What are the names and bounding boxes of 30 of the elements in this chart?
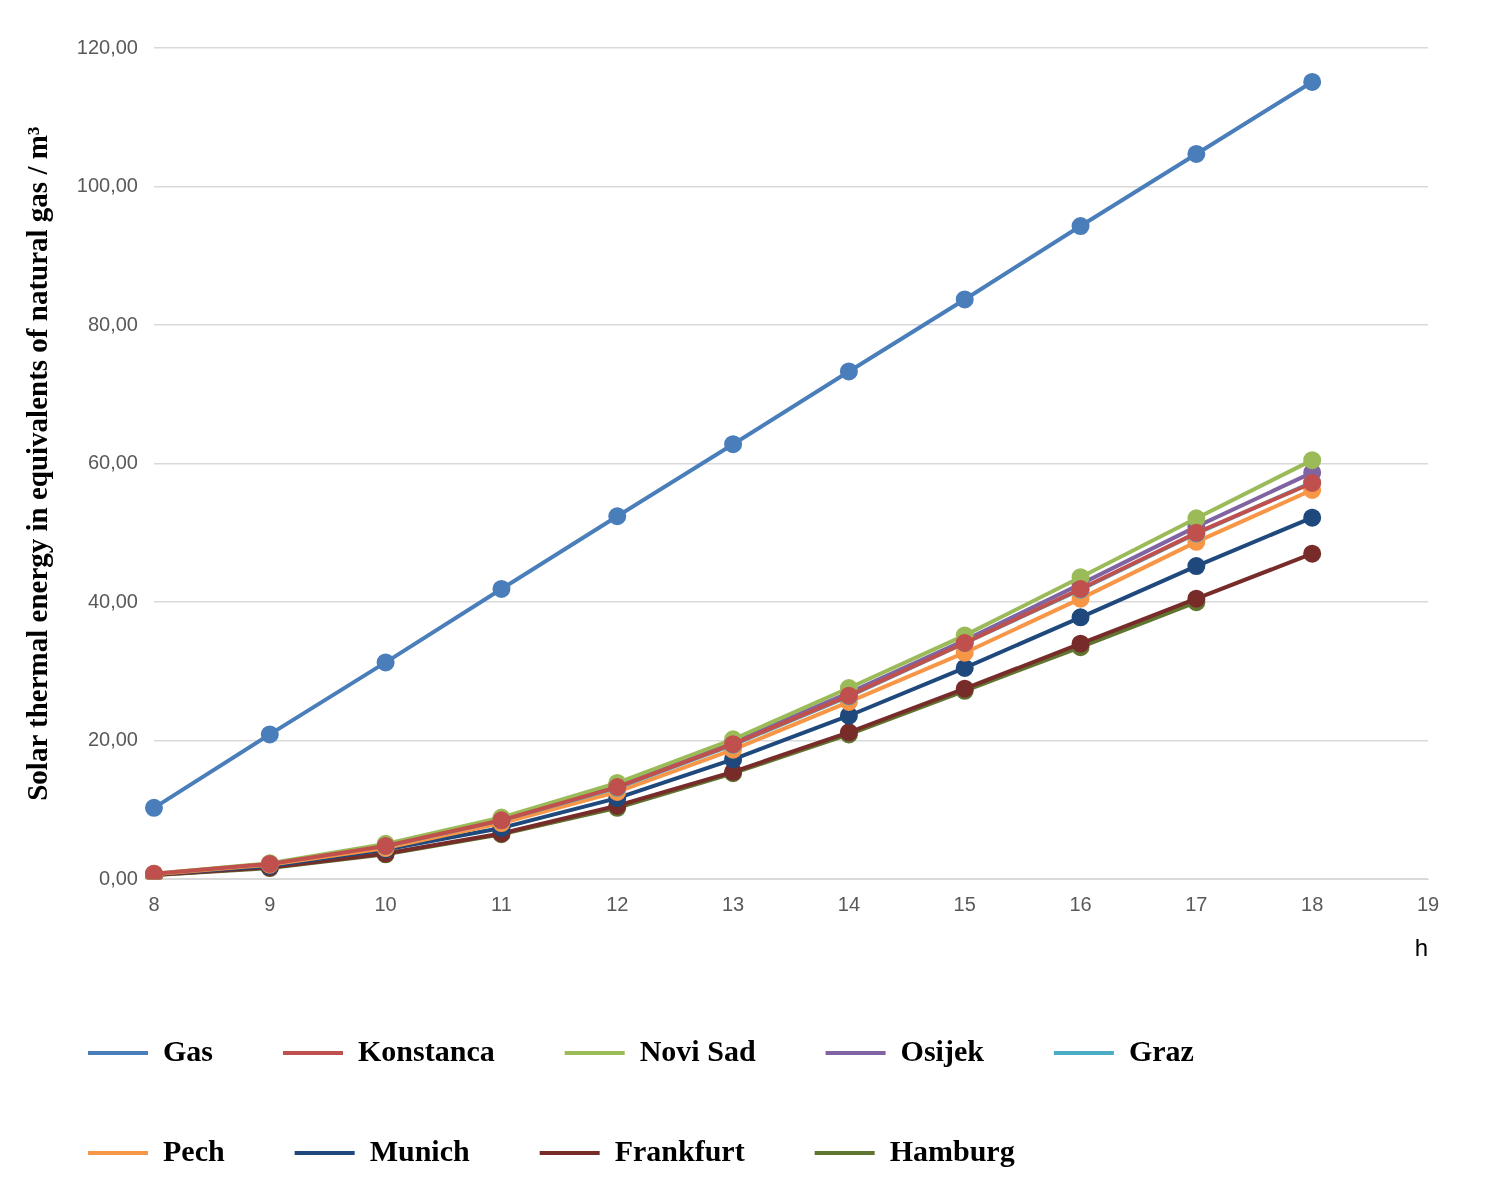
x-tick-label: 10 [374,892,397,915]
legend-label: Osijek [900,1033,985,1067]
x-tick-label: 15 [953,892,976,915]
legend-label: Konstanca [358,1033,495,1067]
y-tick-label: 20,00 [87,728,138,751]
y-tick-label: 60,00 [87,451,138,474]
x-tick-label: 13 [721,892,745,915]
x-tick-label: 12 [606,892,629,915]
x-tick-label: 14 [837,892,861,915]
y-tick-label: 120,00 [76,35,138,58]
x-tick-label: 11 [491,892,512,915]
y-tick-label: 0,00 [99,866,138,889]
legend-label: Gas [163,1033,214,1067]
y-axis-title: Solar thermal energy in equivalents of natural gas / m³ [20,126,53,801]
y-tick-label: 100,00 [76,174,138,197]
x-tick-label: 19 [1416,892,1440,915]
legend-label: Munich [369,1133,470,1167]
legend-label: Frankfurt [614,1133,745,1167]
y-tick-label: 40,00 [87,589,138,612]
x-tick-label: 16 [1069,892,1092,915]
legend-label: Hamburg [889,1133,1015,1167]
x-tick-label: 17 [1185,892,1208,915]
legend-label: Pech [163,1133,225,1167]
x-tick-label: 8 [148,892,160,915]
x-axis-title: h [1414,934,1428,962]
legend-label: Graz [1128,1033,1194,1067]
legend-label: Novi Sad [639,1033,756,1067]
x-tick-label: 18 [1301,892,1324,915]
x-tick-label: 9 [264,892,276,915]
y-tick-label: 80,00 [87,312,138,335]
